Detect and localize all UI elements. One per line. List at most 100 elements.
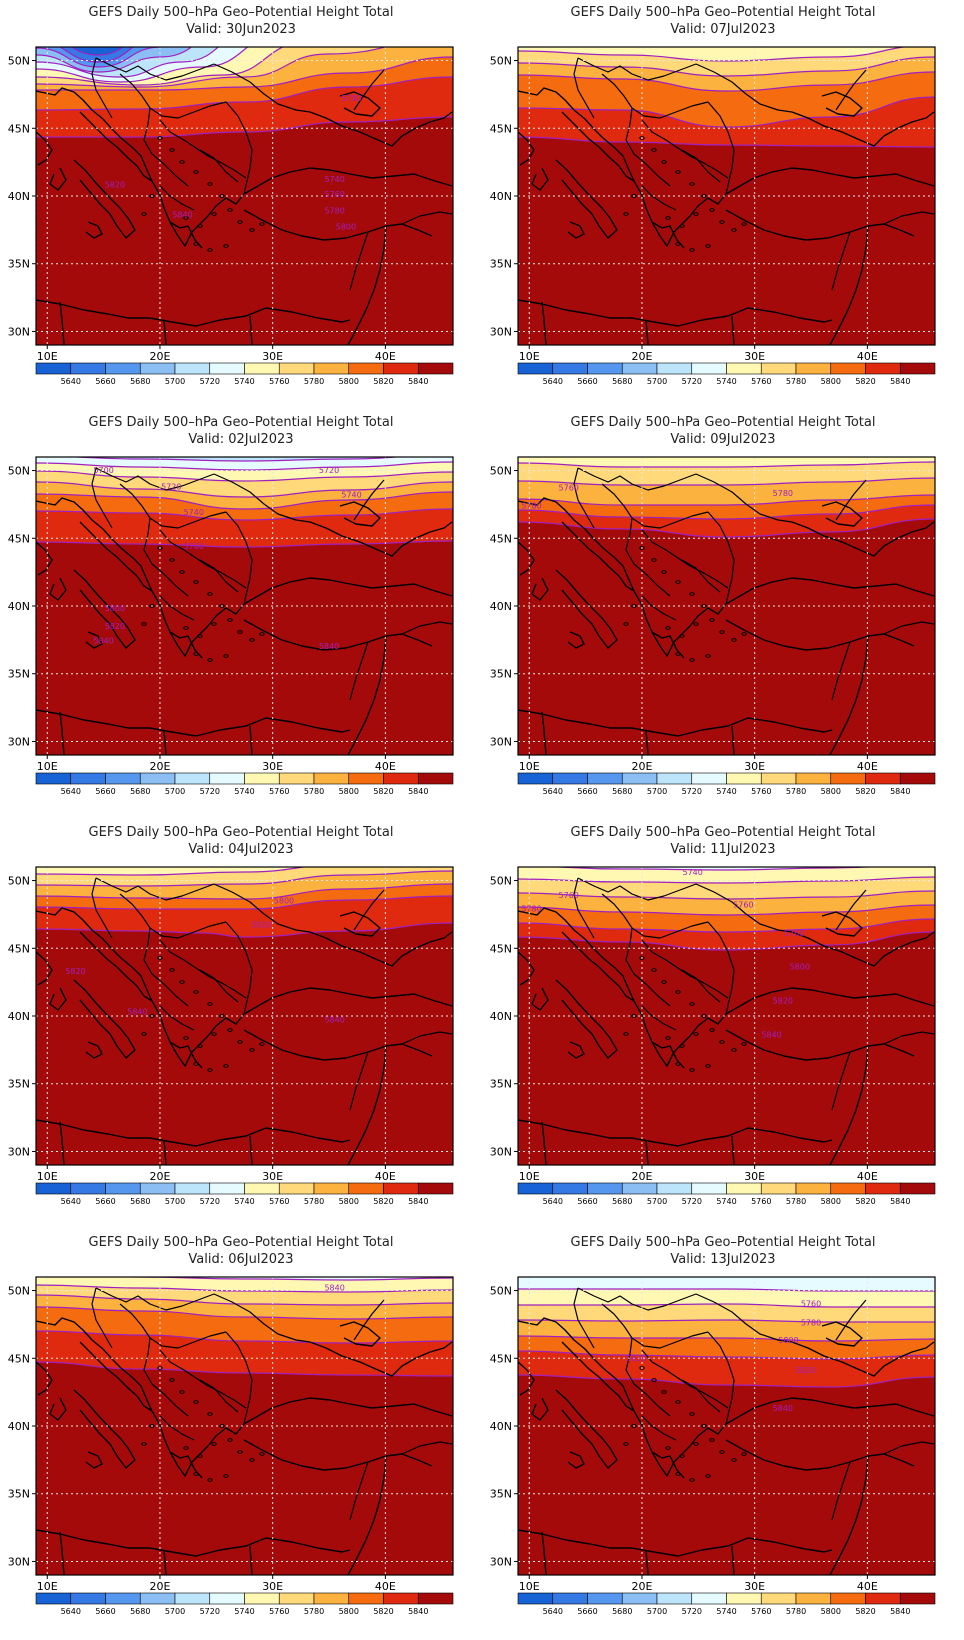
colorbar-swatch — [517, 362, 554, 375]
colorbar-swatch — [139, 1182, 176, 1195]
coastline — [731, 725, 735, 755]
lat-tick-label: 45N — [490, 942, 512, 955]
colorbar-swatch — [726, 1592, 762, 1605]
colorbar: 5640 5660 5680 5700 5720 5740 5760 5780 5800 5820… — [517, 362, 936, 386]
contour-label: 5760 — [559, 891, 579, 900]
coastline — [339, 91, 381, 117]
island — [207, 248, 213, 252]
lat-tick-label: 35N — [8, 1078, 30, 1091]
colorbar-swatch — [244, 772, 280, 785]
island — [665, 1036, 671, 1040]
lat-tick-label: 35N — [8, 258, 30, 271]
contour-line — [36, 47, 193, 73]
island — [741, 632, 747, 636]
country-border — [213, 473, 311, 523]
contour-label: 5760 — [801, 1300, 821, 1309]
coastline — [249, 1135, 253, 1165]
lat-tick-label: 40N — [8, 190, 30, 203]
contour-line — [36, 1361, 453, 1377]
height-map: 5700 5720 5720 5740 5740 5760 5800 5820 5840 5840… — [8, 439, 454, 796]
colorbar-swatch — [691, 772, 727, 785]
coastline — [151, 590, 245, 657]
map-field: 5840 5820 5800 5780 5760 5740 5700 — [36, 47, 453, 345]
lon-tick-label: 20E — [631, 1580, 652, 1593]
panel-valid-date: Valid: 09Jul2023 — [670, 432, 776, 447]
country-border — [225, 1331, 253, 1425]
coastline — [243, 1029, 433, 1061]
island — [259, 632, 265, 636]
contour-line — [518, 71, 935, 92]
island — [709, 1028, 715, 1032]
contour-label: 5820 — [773, 997, 793, 1006]
colorbar-label: 5700 — [647, 377, 667, 386]
coastline — [829, 225, 869, 345]
map-panel: GEFS Daily 500–hPa Geo–Potential Height … — [0, 1230, 482, 1640]
coastline — [85, 1041, 103, 1059]
coastline — [518, 1119, 833, 1147]
island — [237, 1450, 243, 1454]
lat-tick-label: 50N — [490, 465, 512, 478]
coastline — [309, 1341, 453, 1377]
coastline — [829, 635, 869, 755]
colorbar-swatch — [726, 772, 762, 785]
coastline — [633, 1410, 727, 1477]
country-border — [601, 1303, 709, 1349]
coastline — [567, 1451, 585, 1469]
island — [701, 1424, 707, 1428]
contour-label: 5760 — [559, 484, 579, 493]
island — [207, 182, 213, 186]
colorbar-swatch — [691, 1182, 727, 1195]
colorbar: 5640 5660 5680 5700 5720 5740 5760 5780 5800 5820… — [35, 772, 454, 796]
colorbar-label: 5820 — [373, 1197, 393, 1206]
island — [227, 1028, 233, 1032]
coastline — [541, 1121, 547, 1165]
island — [219, 1424, 225, 1428]
colorbar-label: 5780 — [304, 1197, 324, 1206]
coastline — [731, 315, 735, 345]
field-band — [518, 137, 935, 345]
island — [193, 652, 199, 656]
contour-label: 5740 — [184, 508, 204, 517]
lat-tick-label: 50N — [490, 875, 512, 888]
country-border — [573, 57, 595, 119]
island — [689, 1478, 695, 1482]
island — [149, 604, 155, 608]
island — [675, 1472, 681, 1476]
colorbar-swatch — [726, 362, 762, 375]
coastline — [73, 159, 136, 239]
height-map: 57605780580058205820584050N45N40N35N30N1… — [490, 1276, 936, 1616]
contour-line — [70, 47, 124, 56]
country-border — [625, 1337, 671, 1417]
island — [193, 1472, 199, 1476]
colorbar-label: 5740 — [716, 377, 736, 386]
lat-tick-label: 45N — [8, 532, 30, 545]
contour-line — [36, 1284, 453, 1293]
height-map: 5800 5820 5820 5840 5840 50N 45N 40N 35N 30N 10E 20… — [8, 866, 454, 1206]
colorbar-label: 5760 — [269, 1197, 289, 1206]
contour-line — [36, 439, 453, 448]
lon-tick-label: 40E — [375, 760, 396, 773]
contour-line — [36, 47, 168, 68]
colorbar-swatch — [105, 1182, 141, 1195]
coastline — [163, 729, 167, 755]
coastline — [163, 1139, 167, 1165]
coastline — [791, 1341, 935, 1377]
lat-tick-label: 50N — [8, 1285, 30, 1298]
colorbar-label: 5720 — [682, 377, 702, 386]
island — [705, 1474, 711, 1478]
colorbar-label: 5660 — [577, 1607, 597, 1616]
island — [259, 1042, 265, 1046]
island — [193, 1400, 199, 1404]
colorbar: 5640 5660 5680 5700 5720 5740 5760 5780 5800 5820… — [35, 1182, 454, 1206]
coastline — [725, 1439, 915, 1471]
coastline — [829, 1455, 869, 1575]
colorbar-swatch — [244, 1182, 280, 1195]
colorbar-swatch — [174, 1182, 211, 1195]
colorbar-label: 5780 — [304, 377, 324, 386]
contour-line — [518, 47, 909, 62]
coastline — [151, 1410, 245, 1477]
coastline — [85, 221, 103, 239]
colorbar-label: 5840 — [890, 787, 910, 796]
country-border — [401, 621, 453, 635]
